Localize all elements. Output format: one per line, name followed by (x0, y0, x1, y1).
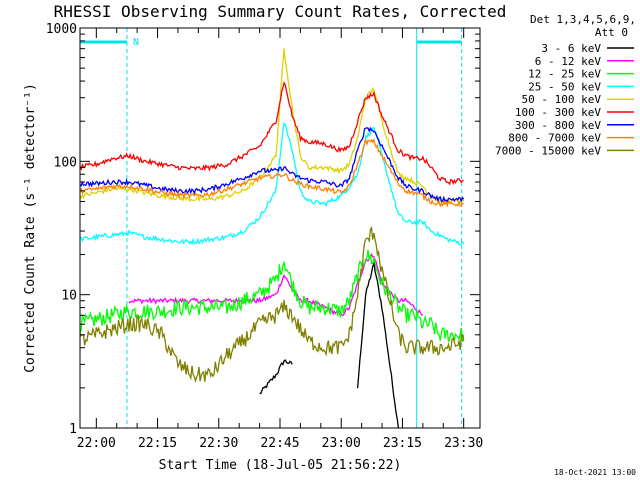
series-line (79, 121, 465, 246)
legend-entry-label: 50 - 100 keV (522, 93, 602, 106)
x-tick-label: 23:30 (444, 436, 483, 451)
legend-entry-label: 800 - 7000 keV (508, 132, 601, 145)
legend-entry-label: 7000 - 15000 keV (495, 144, 601, 157)
series-line (79, 48, 465, 206)
x-tick-label: 23:00 (322, 436, 361, 451)
series-line (79, 80, 464, 186)
chart-title: RHESSI Observing Summary Count Rates, Co… (54, 2, 507, 21)
legend-entry-label: 12 - 25 keV (528, 68, 601, 81)
x-axis-label: Start Time (18-Jul-05 21:56:22) (159, 458, 402, 473)
legend-entry-label: 100 - 300 keV (515, 106, 601, 119)
footer-timestamp: 18-Oct-2021 13:00 (554, 468, 636, 477)
legend-header-detectors: Det 1,3,4,5,6,9, (530, 13, 636, 26)
x-tick-label: 22:30 (199, 436, 238, 451)
x-tick-label: 23:15 (383, 436, 422, 451)
x-tick-label: 22:45 (260, 436, 299, 451)
series-line (79, 249, 465, 343)
legend-header-attenuator: Att 0 (595, 26, 628, 39)
legend-entry-label: 3 - 6 keV (541, 42, 601, 55)
plot-area: N (79, 28, 465, 429)
y-tick-label: 1000 (46, 22, 77, 37)
legend-entry-label: 25 - 50 keV (528, 80, 601, 93)
series-line (79, 126, 465, 203)
axes: 1 10 100 1000 22:00 22:15 22:30 22:45 23:00 23:15… (46, 22, 484, 451)
series-line (79, 225, 465, 384)
x-tick-label: 22:15 (138, 436, 177, 451)
series-line (356, 262, 400, 429)
series-line (259, 359, 293, 395)
y-tick-label: 10 (61, 289, 77, 304)
legend-entry-label: 6 - 12 keV (535, 55, 602, 68)
series-line (79, 137, 464, 208)
y-axis-label: Corrected Count Rate (s⁻¹ detector⁻¹) (23, 83, 38, 373)
legend-entry-label: 300 - 800 keV (515, 119, 601, 132)
x-tick-label: 22:00 (77, 436, 116, 451)
night-marker-label: N (133, 37, 139, 48)
y-tick-label: 100 (54, 155, 77, 170)
y-tick-label: 1 (69, 422, 77, 437)
